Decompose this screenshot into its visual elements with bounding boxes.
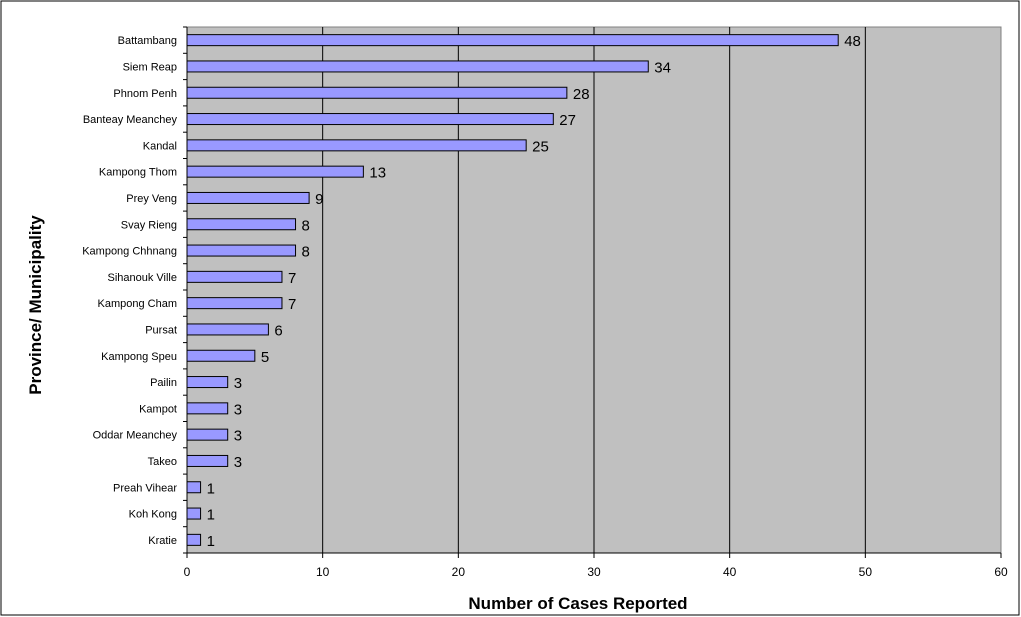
category-label: Oddar Meanchey [93,430,178,442]
data-label: 8 [302,244,310,261]
bar [186,533,202,546]
x-tick-label: 0 [184,565,191,579]
data-label: 3 [234,454,242,471]
category-label: Sihanouk Ville [107,272,177,284]
bar [186,165,364,178]
bar [186,454,229,467]
category-label: Svay Rieng [121,219,177,231]
bar [186,34,839,47]
x-tick-label: 60 [994,565,1008,579]
bar [186,244,297,257]
data-label: 28 [573,86,590,103]
data-label: 48 [844,33,861,50]
bar [186,218,297,231]
bar [186,428,229,441]
x-tick-label: 50 [859,565,873,579]
category-label: Koh Kong [129,509,177,521]
data-label: 34 [654,59,671,76]
bar [186,297,283,310]
bar [186,139,527,152]
x-tick-label: 10 [316,565,330,579]
category-label: Phnom Penh [113,88,177,100]
data-label: 5 [261,349,269,366]
bar [186,402,229,415]
data-label: 3 [234,428,242,445]
bar [186,270,283,283]
category-label: Siem Reap [123,61,177,73]
category-label: Pailin [150,377,177,389]
bar [186,323,269,336]
x-tick-label: 20 [452,565,466,579]
category-label: Banteay Meanchey [83,114,178,126]
data-label: 9 [315,191,323,208]
x-tick-label: 30 [587,565,601,579]
category-label: Kampong Chhnang [82,246,177,258]
category-label: Pursat [145,324,177,336]
data-label: 6 [274,322,282,339]
data-label: 7 [288,270,296,287]
category-label: Takeo [148,456,177,468]
data-label: 1 [207,507,215,524]
category-label: Kampong Thom [99,167,177,179]
data-label: 1 [207,480,215,497]
bar [186,86,568,99]
bar [186,507,202,520]
category-label: Kandal [143,140,177,152]
category-label: Kratie [148,535,177,547]
data-label: 3 [234,375,242,392]
category-label: Preah Vihear [113,482,177,494]
y-axis-title: Province/ Municipality [26,215,45,395]
category-label: Kampot [139,403,177,415]
category-label: Battambang [118,35,177,47]
data-label: 7 [288,296,296,313]
data-label: 3 [234,401,242,418]
category-label: Prey Veng [126,193,177,205]
category-label: Kampong Cham [98,298,178,310]
category-label: Kampong Speu [101,351,177,363]
bar [186,113,554,126]
bar [186,376,229,389]
data-label: 25 [532,138,549,155]
bar [186,349,256,362]
data-label: 13 [369,165,386,182]
x-tick-label: 40 [723,565,737,579]
bar [186,191,310,204]
data-label: 1 [207,533,215,550]
data-label: 27 [559,112,576,129]
bar [186,60,649,73]
bar [186,481,202,494]
data-label: 8 [302,217,310,234]
x-axis-title: Number of Cases Reported [468,594,687,613]
